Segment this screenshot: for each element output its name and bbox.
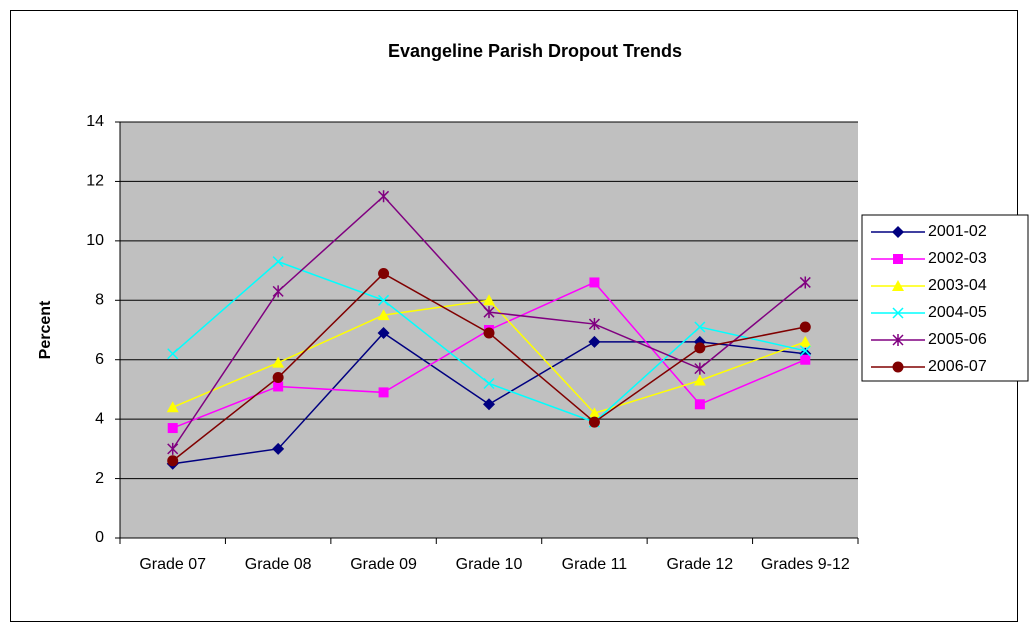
y-tick-label: 10 [86, 232, 104, 249]
data-point [167, 442, 179, 455]
data-point [694, 321, 706, 333]
y-tick-label: 8 [95, 292, 104, 309]
data-point [167, 348, 179, 360]
data-point [799, 335, 812, 347]
legend-label: 2005-06 [928, 331, 987, 348]
data-point [800, 354, 811, 365]
data-point [588, 335, 601, 348]
data-point [483, 294, 495, 306]
data-point [272, 442, 285, 455]
data-point [272, 356, 285, 368]
y-axis-label: Percent [37, 300, 54, 359]
data-point [273, 381, 284, 392]
data-point [694, 362, 706, 375]
y-tick-label: 12 [86, 173, 104, 190]
legend [861, 214, 1029, 382]
data-point [167, 455, 179, 467]
data-point [588, 416, 600, 428]
data-point [378, 387, 389, 398]
chart-title: Evangeline Parish Dropout Trends [388, 41, 682, 61]
data-point [483, 377, 495, 390]
legend-label: 2003-04 [928, 277, 987, 294]
legend-label: 2002-03 [928, 250, 987, 267]
data-point [799, 276, 811, 289]
legend-label: 2006-07 [928, 358, 987, 375]
x-tick-label: Grade 11 [561, 556, 628, 573]
data-point [483, 398, 495, 411]
data-point [272, 372, 284, 384]
x-tick-label: Grade 08 [244, 556, 312, 573]
data-point [378, 268, 390, 280]
data-point [483, 306, 495, 319]
y-tick-label: 0 [95, 529, 104, 546]
x-tick-label: Grade 09 [350, 556, 417, 573]
data-point [378, 294, 390, 306]
data-point [377, 309, 390, 321]
data-point [694, 399, 705, 410]
data-point [799, 345, 811, 357]
x-tick-label: Grade 07 [139, 556, 207, 573]
data-point [378, 190, 390, 203]
y-tick-label: 2 [95, 470, 104, 487]
legend-marker [892, 361, 904, 373]
x-tick-label: Grade 12 [666, 556, 734, 573]
data-point [167, 423, 178, 434]
legend-label: 2001-02 [928, 223, 987, 240]
legend-label: 2004-05 [928, 304, 987, 321]
data-point [694, 342, 706, 354]
legend-marker [892, 307, 904, 319]
legend-marker [893, 254, 903, 264]
x-tick-label: Grades 9-12 [760, 556, 850, 573]
data-point [483, 327, 495, 339]
legend-marker [892, 280, 904, 291]
legend-marker [892, 226, 904, 238]
y-tick-label: 14 [86, 113, 104, 130]
y-tick-label: 6 [95, 351, 104, 368]
data-point [272, 256, 284, 268]
y-tick-label: 4 [95, 410, 104, 427]
data-point [588, 407, 601, 419]
data-point [799, 321, 811, 333]
data-point [588, 318, 600, 331]
x-tick-label: Grade 10 [455, 556, 523, 573]
data-point [589, 277, 600, 288]
data-point [272, 285, 284, 298]
data-point [693, 374, 706, 386]
data-point [377, 326, 390, 339]
data-point [166, 401, 179, 413]
legend-marker [892, 334, 904, 346]
